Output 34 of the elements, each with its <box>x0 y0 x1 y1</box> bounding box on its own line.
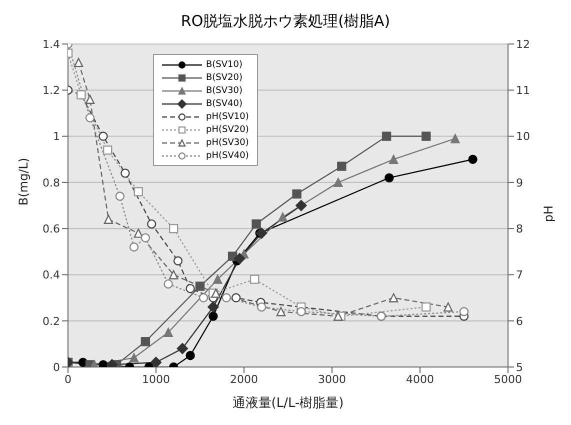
y2-axis-title: pH <box>541 206 556 222</box>
y2-tick-label: 11 <box>516 84 530 98</box>
y-tick-label: 0 <box>53 360 60 374</box>
legend-label: pH(SV20) <box>206 124 249 134</box>
legend-label: pH(SV30) <box>206 138 249 148</box>
legend-label: pH(SV10) <box>206 112 249 122</box>
x-axis-title: 通液量(L/L-樹脂量) <box>232 396 344 411</box>
x-tick-label: 3000 <box>318 372 346 386</box>
y-axis-title: B(mg/L) <box>16 158 30 206</box>
y2-tick-label: 5 <box>516 360 523 374</box>
y-tick-label: 0.6 <box>42 222 60 236</box>
y2-tick-label: 7 <box>516 268 523 282</box>
y-tick-label: 0.4 <box>42 268 60 282</box>
legend-label: pH(SV40) <box>206 150 249 160</box>
legend-label: B(SV40) <box>206 98 243 108</box>
y-tick-label: 0.2 <box>42 314 60 328</box>
x-tick-label: 5000 <box>494 372 522 386</box>
x-tick-label: 2000 <box>230 372 258 386</box>
y2-tick-label: 12 <box>516 38 530 51</box>
chart-title: RO脱塩水脱ホウ素処理(樹脂A) <box>180 11 392 32</box>
y-tick-label: 1.4 <box>42 38 60 51</box>
y2-tick-label: 6 <box>516 314 523 328</box>
legend-label: B(SV30) <box>206 86 243 96</box>
legend-label: B(SV10) <box>206 60 243 70</box>
y-tick-label: 0.8 <box>42 176 60 190</box>
legend-label: B(SV20) <box>206 72 243 82</box>
y2-tick-label: 10 <box>516 130 530 144</box>
x-tick-label: 4000 <box>406 372 434 386</box>
y-tick-label: 1 <box>53 130 60 144</box>
y2-tick-label: 9 <box>516 176 523 190</box>
x-tick-label: 0 <box>64 372 72 386</box>
y-tick-label: 1.2 <box>42 84 60 98</box>
x-tick-label: 1000 <box>142 372 170 386</box>
y2-tick-label: 8 <box>516 222 523 236</box>
